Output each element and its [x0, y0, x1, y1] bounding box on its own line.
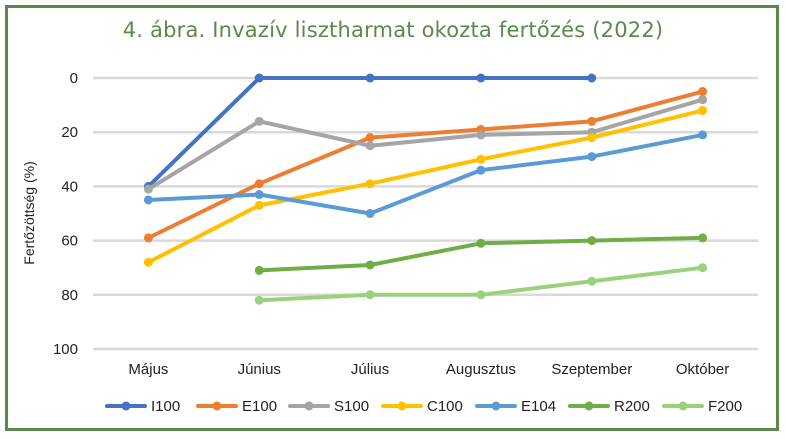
data-point-I100 [365, 73, 375, 83]
data-point-C100 [587, 133, 597, 143]
series-S100 [143, 95, 708, 194]
series-line-E100 [146, 89, 705, 240]
legend-label: F200 [708, 398, 742, 415]
data-point-C100 [698, 106, 708, 116]
legend-label: S100 [334, 398, 369, 415]
x-tick-label: Június [238, 361, 281, 378]
legend-label: R200 [614, 398, 650, 415]
legend-marker [397, 401, 407, 411]
y-tick-label: 40 [61, 178, 78, 195]
y-tick-label: 80 [61, 287, 78, 304]
y-tick-label: 0 [70, 70, 78, 87]
data-point-E104 [143, 195, 153, 205]
series-line-C100 [146, 108, 705, 265]
y-tick-label: 100 [53, 341, 78, 358]
data-point-F200 [254, 295, 264, 305]
data-point-E104 [587, 152, 597, 162]
data-point-E100 [143, 233, 153, 243]
legend-marker [678, 401, 688, 411]
data-point-S100 [365, 141, 375, 151]
data-point-R200 [476, 238, 486, 248]
data-point-R200 [698, 233, 708, 243]
data-point-C100 [143, 257, 153, 267]
legend-entry-E100: E100 [196, 398, 277, 415]
legend-label: I100 [151, 398, 180, 415]
series-R200 [254, 233, 708, 275]
data-point-E100 [587, 116, 597, 126]
legend-entry-I100: I100 [105, 398, 180, 415]
data-point-E104 [254, 190, 264, 200]
data-point-C100 [365, 179, 375, 189]
x-tick-label: Július [351, 361, 389, 378]
legend-label: C100 [427, 398, 463, 415]
data-point-R200 [587, 236, 597, 246]
data-point-S100 [254, 116, 264, 126]
chart-title: 4. ábra. Invazív lisztharmat okozta fert… [122, 18, 664, 42]
legend-marker [304, 401, 314, 411]
data-point-C100 [254, 200, 264, 210]
legend-entry-R200: R200 [568, 398, 650, 415]
legend-marker [584, 401, 594, 411]
data-point-E104 [365, 209, 375, 218]
series-F200 [254, 263, 708, 305]
series-C100 [143, 106, 708, 267]
data-point-I100 [587, 73, 597, 83]
x-tick-label: Szeptember [551, 361, 632, 378]
series-line-E104 [146, 132, 705, 216]
x-tick-label: Október [676, 361, 729, 378]
legend-marker [121, 401, 131, 411]
legend-entry-E104: E104 [475, 398, 556, 415]
data-point-S100 [476, 130, 486, 140]
series-I100 [143, 73, 597, 191]
legend-marker [212, 401, 222, 411]
legend-label: E100 [242, 398, 277, 415]
y-axis-label: Fertőzöttség (%) [21, 161, 37, 264]
legend-entry-C100: C100 [381, 398, 463, 415]
data-point-C100 [476, 154, 486, 164]
legend-marker [491, 401, 501, 411]
data-point-E104 [698, 130, 708, 140]
data-point-F200 [476, 290, 486, 300]
data-point-E100 [254, 179, 264, 189]
data-point-E100 [698, 87, 708, 97]
legend-label: E104 [521, 398, 556, 415]
x-tick-label: Május [128, 361, 168, 378]
data-point-F200 [587, 276, 597, 286]
data-point-F200 [698, 263, 708, 273]
legend-entry-F200: F200 [662, 398, 742, 415]
data-point-R200 [254, 265, 264, 275]
data-point-E100 [365, 133, 375, 143]
x-tick-label: Augusztus [446, 361, 516, 378]
data-point-S100 [143, 184, 153, 194]
series-line-S100 [146, 97, 705, 192]
data-point-R200 [365, 260, 375, 270]
data-point-S100 [698, 95, 708, 105]
data-point-F200 [365, 290, 375, 300]
data-point-I100 [476, 73, 486, 83]
series-E104 [143, 130, 708, 218]
y-tick-label: 20 [61, 124, 78, 141]
data-point-I100 [254, 73, 264, 83]
data-point-E104 [476, 165, 486, 175]
legend-entry-S100: S100 [288, 398, 369, 415]
y-tick-label: 60 [61, 233, 78, 250]
